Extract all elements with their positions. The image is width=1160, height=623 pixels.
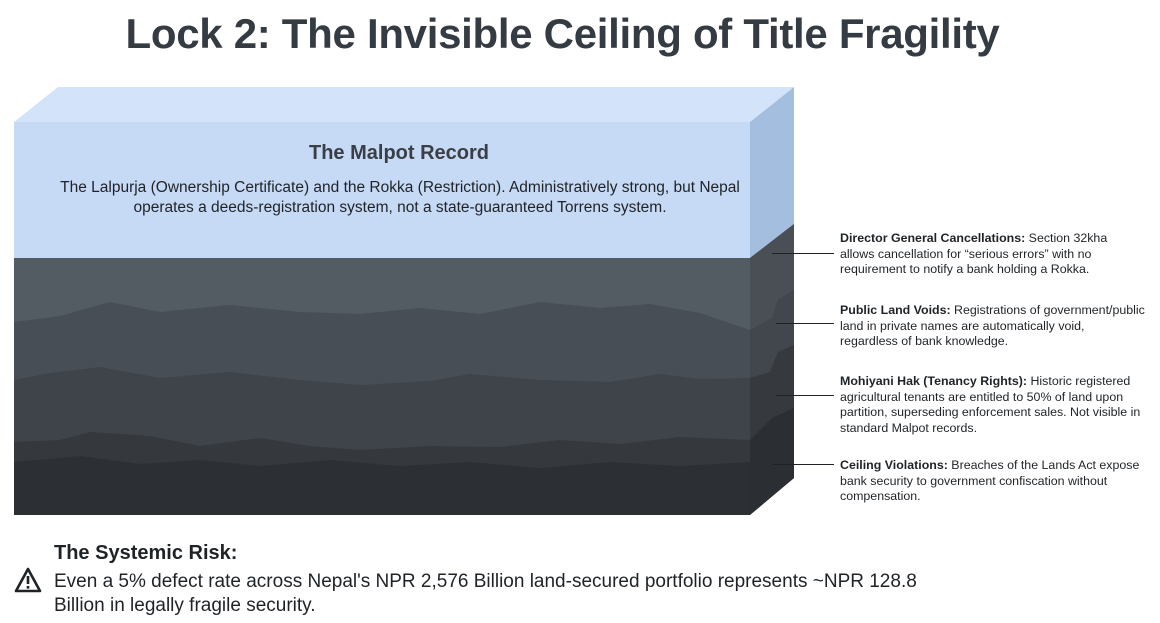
top-layer-heading: The Malpot Record [308,142,489,164]
risk-heading: The Systemic Risk: [54,542,238,564]
callout-text: Breaches of the Lands Act expose bank se… [840,458,1140,503]
callout-label: Public Land Voids: [840,303,951,317]
callout-label: Ceiling Violations: [840,458,948,472]
top-layer-body: The Lalpurja (Ownership Certificate) and… [60,179,740,216]
strata-side-band-1 [750,224,794,330]
leader-line-2 [776,323,834,325]
callout-ceiling-violations: Ceiling Violations: Breaches of the Land… [840,458,1145,505]
callout-director-general: Director General Cancellations: Section … [840,231,1145,278]
page-title: Lock 2: The Invisible Ceiling of Title F… [125,10,1000,57]
top-layer-top-face [14,87,794,122]
callout-mohiyani-hak: Mohiyani Hak (Tenancy Rights): Historic … [840,374,1145,436]
callout-text: Historic registered agricultural tenants… [840,374,1141,435]
strata-side-band-4 [750,408,794,515]
callout-label: Director General Cancellations: [840,231,1026,245]
strata-side-band-2 [750,290,794,378]
leader-line-3 [776,395,834,397]
callout-public-land: Public Land Voids: Registrations of gove… [840,303,1145,350]
risk-body: Even a 5% defect rate across Nepal's NPR… [54,571,917,616]
strata-side-band-3 [750,345,794,440]
leader-line-1 [772,253,834,255]
top-layer-front-face [14,122,750,258]
stratum-5 [14,456,750,515]
callout-text: Section 32kha allows cancellation for “s… [840,231,1108,276]
top-layer-side-face [750,87,794,258]
warning-triangle-icon [14,567,42,593]
leader-line-4 [772,464,834,466]
callout-text: Registrations of government/public land … [840,303,1145,348]
callout-label: Mohiyani Hak (Tenancy Rights): [840,374,1028,388]
